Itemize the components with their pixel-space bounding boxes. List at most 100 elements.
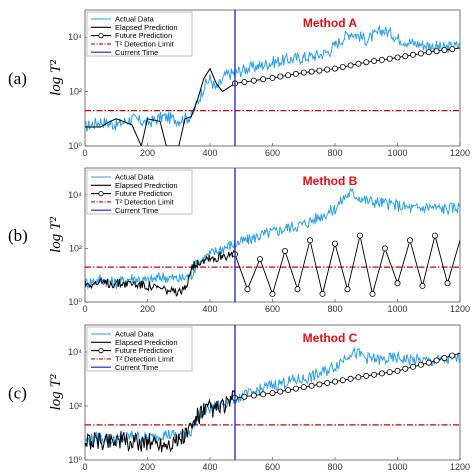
future-marker — [386, 55, 393, 62]
future-marker — [378, 370, 385, 377]
y-tick-label: 10⁰ — [68, 297, 82, 307]
x-tick-label: 800 — [327, 304, 342, 314]
future-marker — [347, 62, 354, 69]
future-marker — [410, 363, 417, 370]
legend-label-limit: T² Detection Limit — [115, 198, 175, 207]
future-marker — [292, 70, 299, 77]
future-marker — [344, 286, 351, 293]
legend-label-limit: T² Detection Limit — [115, 355, 175, 364]
future-marker — [319, 290, 326, 297]
future-marker — [308, 382, 315, 389]
future-marker — [269, 290, 276, 297]
method-title: Method A — [303, 16, 358, 30]
legend-label-elapsed: Elapsed Prediction — [115, 23, 178, 32]
legend-marker — [98, 191, 104, 197]
plot-series — [85, 347, 460, 453]
future-marker — [381, 245, 388, 252]
x-tick-label: 800 — [327, 148, 342, 158]
y-tick-label: 10⁴ — [68, 190, 82, 200]
future-marker — [347, 375, 354, 382]
x-tick-label: 0 — [82, 462, 87, 472]
x-tick-label: 1200 — [450, 148, 470, 158]
future-marker — [371, 58, 378, 65]
x-tick-label: 1000 — [387, 304, 407, 314]
future-marker — [425, 359, 432, 366]
legend-label-future: Future Prediction — [115, 346, 172, 355]
future-marker — [363, 59, 370, 66]
future-marker — [277, 388, 284, 395]
future-marker — [300, 384, 307, 391]
future-marker — [308, 68, 315, 75]
x-tick-label: 400 — [202, 304, 217, 314]
series-elapsed-prediction — [85, 389, 236, 453]
future-marker — [402, 53, 409, 60]
future-marker — [269, 390, 276, 397]
future-marker — [285, 72, 292, 79]
future-marker — [406, 237, 413, 244]
future-marker — [431, 232, 438, 239]
plot-series — [85, 24, 460, 146]
future-marker — [355, 374, 362, 381]
future-marker — [339, 64, 346, 71]
legend-label-actual: Actual Data — [115, 173, 155, 182]
panel-label: (b) — [8, 226, 28, 245]
future-marker — [417, 361, 424, 368]
panel-1: 0 200 400 600 800 1000 1200 10⁰ 10² 10⁴ (a) log T² M… — [8, 9, 470, 158]
y-axis-label: log T² — [48, 60, 64, 96]
legend-label-future: Future Prediction — [115, 31, 172, 40]
future-marker — [425, 49, 432, 56]
panel-label: (a) — [8, 69, 27, 88]
x-tick-label: 600 — [265, 304, 280, 314]
series-actual-data — [85, 187, 460, 290]
method-title: Method B — [303, 174, 358, 188]
future-marker — [449, 46, 456, 53]
future-marker — [324, 379, 331, 386]
legend-label-actual: Actual Data — [115, 330, 155, 339]
method-title: Method C — [303, 331, 358, 345]
y-tick-label: 10⁴ — [68, 32, 82, 42]
x-tick-label: 800 — [327, 462, 342, 472]
future-marker — [394, 367, 401, 374]
x-tick-label: 0 — [82, 148, 87, 158]
x-tick-label: 400 — [202, 462, 217, 472]
y-tick-label: 10⁰ — [68, 455, 82, 465]
legend-label-current: Current Time — [115, 48, 158, 57]
future-marker — [292, 385, 299, 392]
future-marker — [371, 371, 378, 378]
future-marker — [294, 286, 301, 293]
legend-label-limit: T² Detection Limit — [115, 40, 175, 49]
future-marker — [419, 282, 426, 289]
series-elapsed-prediction — [85, 67, 236, 146]
x-tick-label: 600 — [265, 148, 280, 158]
future-marker — [241, 393, 248, 400]
future-marker — [256, 256, 263, 263]
legend-label-current: Current Time — [115, 206, 158, 215]
future-marker — [285, 387, 292, 394]
future-marker — [331, 378, 338, 385]
future-marker — [250, 77, 257, 84]
future-marker — [306, 237, 313, 244]
y-tick-label: 10² — [69, 87, 82, 97]
x-tick-label: 400 — [202, 148, 217, 158]
legend-label-actual: Actual Data — [115, 15, 155, 24]
future-marker — [369, 290, 376, 297]
future-marker — [441, 47, 448, 54]
panel-label: (c) — [8, 384, 27, 403]
future-marker — [260, 76, 267, 83]
y-tick-label: 10² — [69, 401, 82, 411]
x-tick-label: 1200 — [450, 304, 470, 314]
future-marker — [244, 286, 251, 293]
future-marker — [281, 247, 288, 254]
future-marker — [378, 56, 385, 63]
future-marker — [449, 352, 456, 359]
future-marker — [241, 79, 248, 86]
future-marker — [260, 391, 267, 398]
future-marker — [277, 73, 284, 80]
legend-label-elapsed: Elapsed Prediction — [115, 338, 178, 347]
future-marker — [339, 377, 346, 384]
panel-2: 0 200 400 600 800 1000 1200 10⁰ 10² 10⁴ (b) log T² M… — [8, 167, 470, 314]
x-tick-label: 600 — [265, 462, 280, 472]
legend-marker — [98, 32, 104, 39]
